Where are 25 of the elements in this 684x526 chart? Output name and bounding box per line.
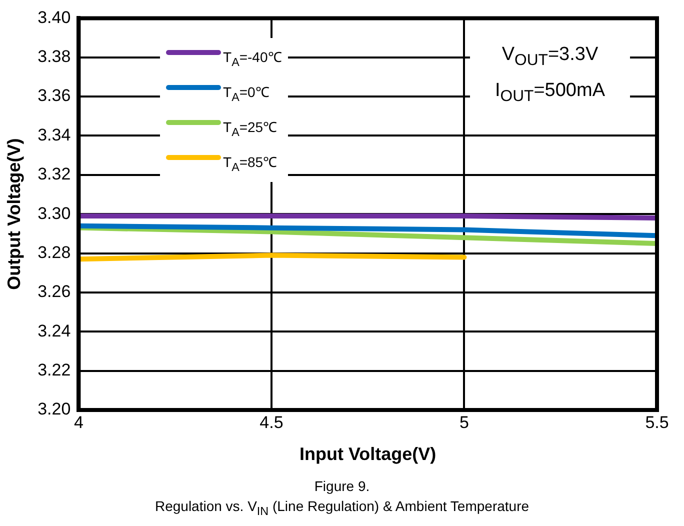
y-tick-label: 3.32: [38, 164, 71, 184]
legend-label: T$_{A}$=0℃: [223, 82, 270, 104]
legend-label: T$_{A}$=25℃: [223, 118, 278, 138]
annotation: I$_{OUT}$=500mA: [494, 78, 606, 107]
y-axis-title: Output Voltage(V): [4, 138, 24, 290]
legend-label: T$_{A}$=85℃: [223, 152, 278, 174]
x-tick-label: 4.5: [260, 412, 284, 432]
text: Regulation vs. V$_{IN}$ (Line Regulation) & Ambient Temperature: [154, 497, 530, 520]
legend-label: T$_{A}$=-40℃: [223, 48, 282, 68]
annotation: V$_{OUT}$=3.3V: [500, 43, 600, 71]
y-tick-label: 3.38: [38, 47, 71, 66]
y-tick-label: 3.28: [38, 242, 71, 262]
y-tick-label: 3.22: [38, 360, 71, 380]
caption: Figure 9.: [313, 477, 371, 496]
y-tick-label: 3.30: [38, 204, 71, 223]
y-tick-label: 3.36: [38, 86, 71, 106]
x-tick-label: 4: [74, 412, 84, 432]
y-tick-label: 3.40: [38, 8, 71, 27]
y-tick-label: 3.20: [38, 400, 71, 419]
x-tick-label: 5.5: [645, 412, 669, 432]
x-tick-label: 5: [459, 412, 469, 432]
x-axis-title: Input Voltage(V): [300, 444, 436, 464]
y-tick-label: 3.26: [38, 282, 71, 302]
y-tick-label: 3.24: [38, 321, 71, 340]
y-tick-label: 3.34: [38, 125, 71, 144]
